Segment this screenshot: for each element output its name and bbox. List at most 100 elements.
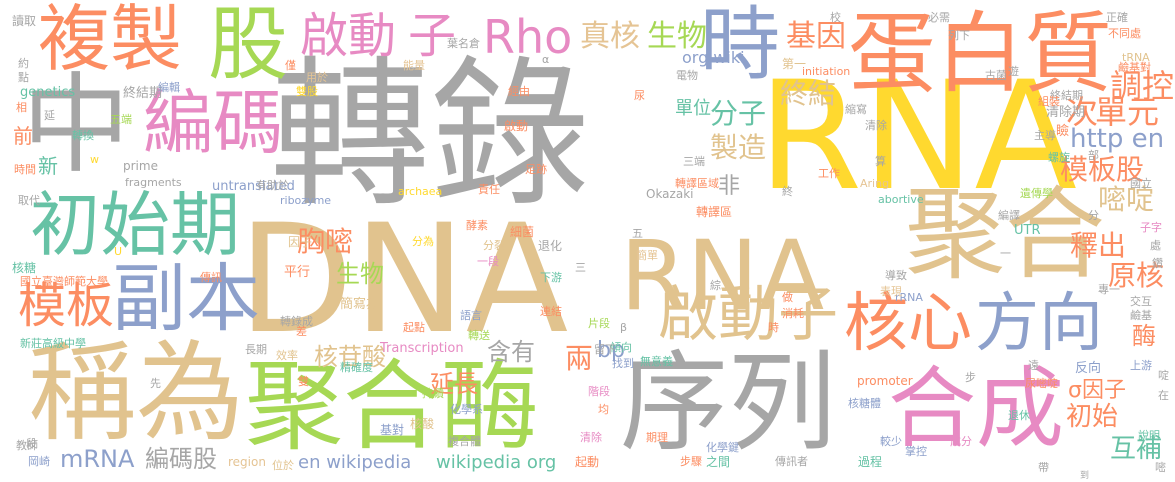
word-factor: 因子 bbox=[288, 235, 313, 249]
word-arrive: 到 bbox=[1080, 471, 1090, 481]
word-end: 終 bbox=[782, 185, 793, 198]
word-en-wikipedia: en wikipedia bbox=[298, 452, 412, 473]
word-new: 新 bbox=[38, 154, 58, 178]
word-synthesize: 綜 bbox=[710, 279, 721, 292]
word-process: 過程 bbox=[858, 455, 883, 469]
word-u: U bbox=[114, 245, 123, 258]
word-mrna: mRNA bbox=[60, 445, 135, 473]
word-five: 五 bbox=[632, 227, 643, 240]
word-base-pair: 基對 bbox=[380, 423, 405, 437]
word-elongation: 延長 bbox=[430, 370, 478, 398]
word-double-strand: 雙股 bbox=[296, 85, 318, 98]
word-transcription: 轉錄 bbox=[270, 41, 591, 228]
word-translation-area: 轉譯區域 bbox=[675, 177, 719, 190]
word-yan: 延 bbox=[44, 109, 55, 122]
word-beta: β bbox=[620, 321, 628, 334]
word-molecule: 分子 bbox=[710, 97, 767, 130]
word-http-en: http en bbox=[1070, 124, 1165, 154]
word-template: 模板 bbox=[18, 278, 115, 334]
word-segment: 段 bbox=[26, 437, 37, 450]
word-double: 雙 bbox=[298, 375, 309, 388]
word-clear-small: 清除 bbox=[865, 119, 887, 132]
word-language: 語言 bbox=[460, 309, 482, 322]
word-transfer: 轉送 bbox=[468, 329, 490, 342]
word-idine: 啶 bbox=[1158, 369, 1169, 382]
word-split: 分裂 bbox=[483, 239, 505, 252]
word-help: 有助於 bbox=[256, 179, 289, 192]
word-rrna: rRNA bbox=[895, 291, 923, 304]
word-zizi: 子字 bbox=[1140, 221, 1162, 234]
word-bacteria: 細菌 bbox=[510, 225, 535, 239]
word-three: 三 bbox=[575, 261, 586, 274]
word-clearance-phase: 清除期 bbox=[1046, 105, 1086, 120]
word-simple: 簡單 bbox=[636, 249, 658, 262]
word-reverse: 反向 bbox=[1075, 361, 1102, 376]
word-pyrimidine: 嘧啶 bbox=[1098, 183, 1155, 216]
word-ntnu: 國立臺灣師範大學 bbox=[20, 275, 108, 288]
word-abortive: abortive bbox=[878, 193, 924, 206]
word-gene: 基因 bbox=[786, 19, 846, 54]
word-about: 約 bbox=[18, 57, 29, 70]
word-uracil: 尿嘧啶 bbox=[1025, 377, 1058, 390]
word-manufacture: 製造 bbox=[710, 131, 767, 164]
word-pyrimidine-small: 嘧 bbox=[1155, 461, 1166, 474]
word-archaea: archaea bbox=[398, 185, 443, 198]
word-convert: 轉換 bbox=[72, 129, 94, 142]
word-tendency: 傾向 bbox=[610, 341, 632, 354]
word-travel: 遊 bbox=[1008, 65, 1019, 78]
word-nucleotide: 核苷酸 bbox=[314, 343, 386, 371]
word-translation-region: 轉譯區 bbox=[696, 205, 733, 219]
word-transcribed-into: 轉錄成 bbox=[280, 315, 313, 328]
word-expression: 表現 bbox=[880, 285, 902, 298]
word-phase: 相 bbox=[16, 101, 27, 114]
word-initiation-en: initiation bbox=[802, 65, 851, 78]
word-terminate: 終結 bbox=[780, 77, 837, 110]
word-polymerize: 聚合 bbox=[905, 176, 1105, 293]
word-continue: 持續 bbox=[422, 387, 444, 400]
word-time: 時 bbox=[700, 0, 780, 91]
word-chem-dept: 化學系 bbox=[450, 403, 483, 416]
word-first: 第一 bbox=[782, 57, 807, 71]
word-retire: 退休 bbox=[1008, 409, 1030, 422]
word-termination-small: 終結期 bbox=[1050, 89, 1083, 102]
word-when: 時 bbox=[768, 321, 779, 334]
word-fragment: 片段 bbox=[588, 317, 610, 330]
word-via: 經由 bbox=[508, 85, 530, 98]
word-thymine: 胸嘧 bbox=[297, 225, 354, 258]
word-leave: 留下 bbox=[594, 343, 616, 356]
word-replace: 取代 bbox=[18, 194, 40, 207]
word-sigma-factor: σ因子 bbox=[1068, 378, 1126, 403]
word-enzyme: 酶 bbox=[1132, 322, 1156, 350]
word-parallel: 平行 bbox=[284, 265, 311, 280]
word-eukaryote: 真核 bbox=[580, 19, 640, 54]
word-enzyme-small: 酵素 bbox=[466, 219, 488, 232]
word-region: region bbox=[228, 455, 266, 469]
word-dna: DNA bbox=[238, 193, 569, 367]
word-rna-large: RNA bbox=[758, 50, 1078, 224]
word-electric: 電物 bbox=[676, 69, 698, 82]
word-complex: 複合體 bbox=[448, 435, 481, 448]
word-time-small: 時間 bbox=[14, 163, 36, 176]
word-work: 工作 bbox=[818, 167, 840, 180]
word-school: 校 bbox=[830, 11, 841, 24]
word-start-small: 啟動 bbox=[504, 119, 529, 133]
word-precision: 精確度 bbox=[340, 361, 373, 374]
word-interact: 交互 bbox=[1130, 295, 1152, 308]
word-messenger-long: 傳訊者 bbox=[775, 455, 808, 468]
word-promoter: 啟動子 bbox=[658, 280, 838, 350]
word-abbreviated: 簡寫為 bbox=[340, 297, 380, 312]
word-two: 兩 bbox=[565, 342, 594, 375]
word-lead-to: 導致 bbox=[885, 269, 907, 282]
word-okazaki: Okazaki bbox=[646, 187, 694, 201]
word-teacher: 教師 bbox=[16, 439, 38, 452]
word-responsibility: 責任 bbox=[478, 183, 500, 196]
word-polymerase: 聚合酶 bbox=[245, 350, 540, 464]
word-termination-phase: 終結期 bbox=[123, 86, 163, 101]
word-promoter-en: promoter bbox=[857, 374, 913, 388]
word-explain: 說明 bbox=[1138, 429, 1160, 442]
word-zi: 子 bbox=[408, 8, 457, 64]
word-located: 位於 bbox=[272, 459, 294, 472]
word-initiate-small: 起動 bbox=[575, 455, 600, 469]
word-fragments: fragments bbox=[125, 176, 182, 189]
word-sub: 次 bbox=[1066, 93, 1099, 131]
